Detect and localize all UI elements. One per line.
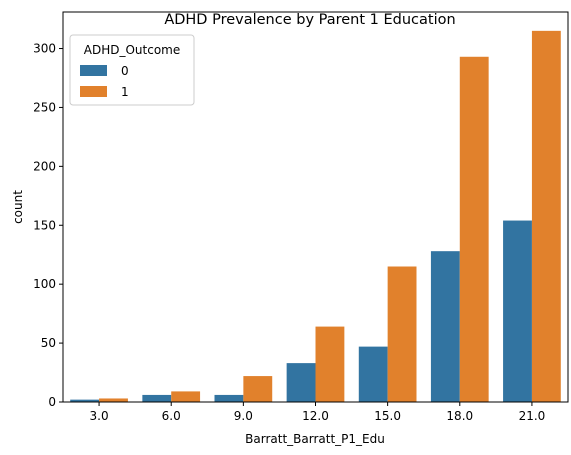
bar-series-0-21.0 [503,220,532,402]
bar-series-1-15.0 [387,266,417,402]
bar-series-0-6.0 [142,394,172,402]
y-tick-label: 50 [41,336,56,350]
y-tick-label: 150 [33,218,56,232]
x-axis-ticks: 3.0 6.0 9.0 12.0 15.0 18.0 21.0 [90,402,546,423]
y-axis-label: count [11,190,25,224]
y-tick-label: 100 [33,277,56,291]
x-tick-label: 21.0 [519,409,546,423]
bar-series-1-18.0 [459,56,489,403]
bar-series-1-6.0 [171,391,201,402]
bar-series-0-15.0 [358,346,388,402]
bar-series-0-9.0 [214,394,244,402]
y-tick-label: 250 [33,100,56,114]
legend-title: ADHD_Outcome [84,43,180,57]
bar-series-0-3.0 [70,399,100,402]
x-tick-label: 3.0 [90,409,109,423]
legend: ADHD_Outcome 01 [69,34,195,106]
bar-series-0-12.0 [286,363,316,402]
x-tick-label: 9.0 [234,409,253,423]
plot-frame [62,11,569,403]
legend-swatch-1 [80,86,107,97]
legend-items: 01 [80,64,129,99]
y-tick-label: 200 [33,159,56,173]
y-tick-label: 0 [48,395,56,409]
x-axis-label: Barratt_Barratt_P1_Edu [245,432,385,446]
x-tick-label: 12.0 [302,409,329,423]
x-tick-label: 15.0 [374,409,401,423]
chart-title: ADHD Prevalence by Parent 1 Education [164,12,455,28]
bar-series-1-3.0 [99,398,128,402]
bar-series-1-21.0 [531,30,561,402]
legend-label-1: 1 [121,85,129,99]
legend-swatch-0 [80,65,107,76]
bar-series-1-9.0 [243,376,273,402]
bar-series-0-18.0 [430,251,460,402]
bar-series-1-12.0 [315,326,345,402]
y-axis-ticks: 0 50 100 150 200 250 300 [33,42,63,409]
y-tick-label: 300 [33,42,56,56]
legend-label-0: 0 [121,64,129,78]
x-tick-label: 6.0 [162,409,181,423]
bars-group [70,30,561,403]
x-tick-label: 18.0 [446,409,473,423]
